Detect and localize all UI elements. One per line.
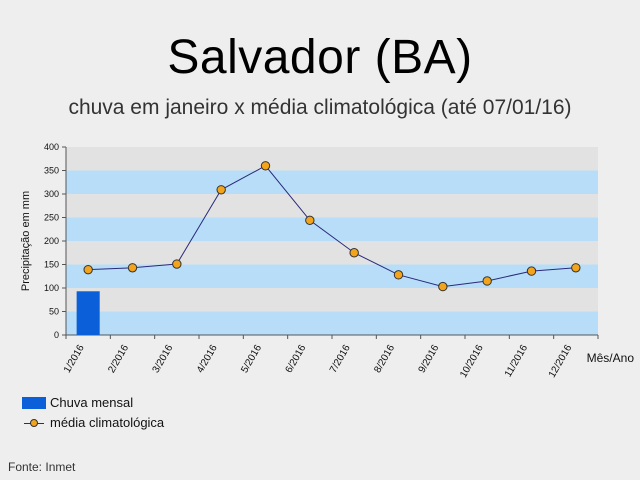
y-tick-label: 0 [54,330,59,340]
grid-band [66,288,598,312]
x-tick-label: 3/2016 [151,343,176,375]
legend-line-label: média climatológica [50,415,165,430]
y-axis-title: Precipitação em mm [20,191,32,291]
chart-subtitle: chuva em janeiro x média climatológica (… [68,96,572,119]
series-point-media [305,215,315,226]
series-point-media [571,263,581,273]
x-tick-label: 12/2016 [547,343,575,380]
y-tick-label: 350 [44,166,59,176]
series-point-media [216,185,226,195]
x-tick-label: 5/2016 [239,343,264,375]
y-tick-label: 200 [44,236,59,246]
source-note: Fonte: Inmet [8,460,76,474]
series-point-media [127,263,138,273]
y-tick-label: 400 [44,142,59,152]
grid-band [66,217,598,241]
y-tick-label: 250 [44,213,59,223]
x-tick-label: 7/2016 [328,343,353,375]
series-point-media [172,259,182,269]
series-point-media [438,281,448,292]
series-point-media [393,270,404,280]
x-tick-label: 2/2016 [106,343,131,375]
y-tick-label: 50 [49,307,59,317]
series-point-media [349,248,359,258]
legend-item-line: média climatológica [22,415,164,430]
y-tick-label: 100 [44,283,59,293]
bar-chuva-mensal [76,291,100,335]
grid-band [66,264,598,288]
grid-band [66,147,598,171]
chart-title: Salvador (BA) [167,31,473,84]
x-tick-label: 11/2016 [503,343,530,380]
series-point-media [526,266,537,276]
legend-bar-swatch [22,396,46,409]
legend-bar-label: Chuva mensal [50,395,134,410]
series-line-media [88,165,576,288]
legend-line-swatch [22,417,46,429]
series-point-media [482,276,492,286]
x-axis-title: Mês/Ano [587,351,635,365]
x-tick-label: 9/2016 [417,343,442,375]
y-tick-label: 300 [44,189,59,199]
grid-band [66,194,598,218]
series-point-media [83,264,93,275]
x-tick-label: 8/2016 [372,343,397,375]
series-point-media [260,161,271,171]
y-tick-label: 150 [44,260,59,270]
x-tick-label: 4/2016 [195,343,220,375]
x-tick-label: 6/2016 [284,343,309,375]
grid-band [66,170,598,194]
grid-band [66,311,598,335]
grid-band [66,241,598,265]
x-tick-label: 1/2016 [62,343,87,375]
x-tick-label: 10/2016 [458,343,486,380]
legend-item-bar: Chuva mensal [22,395,133,410]
